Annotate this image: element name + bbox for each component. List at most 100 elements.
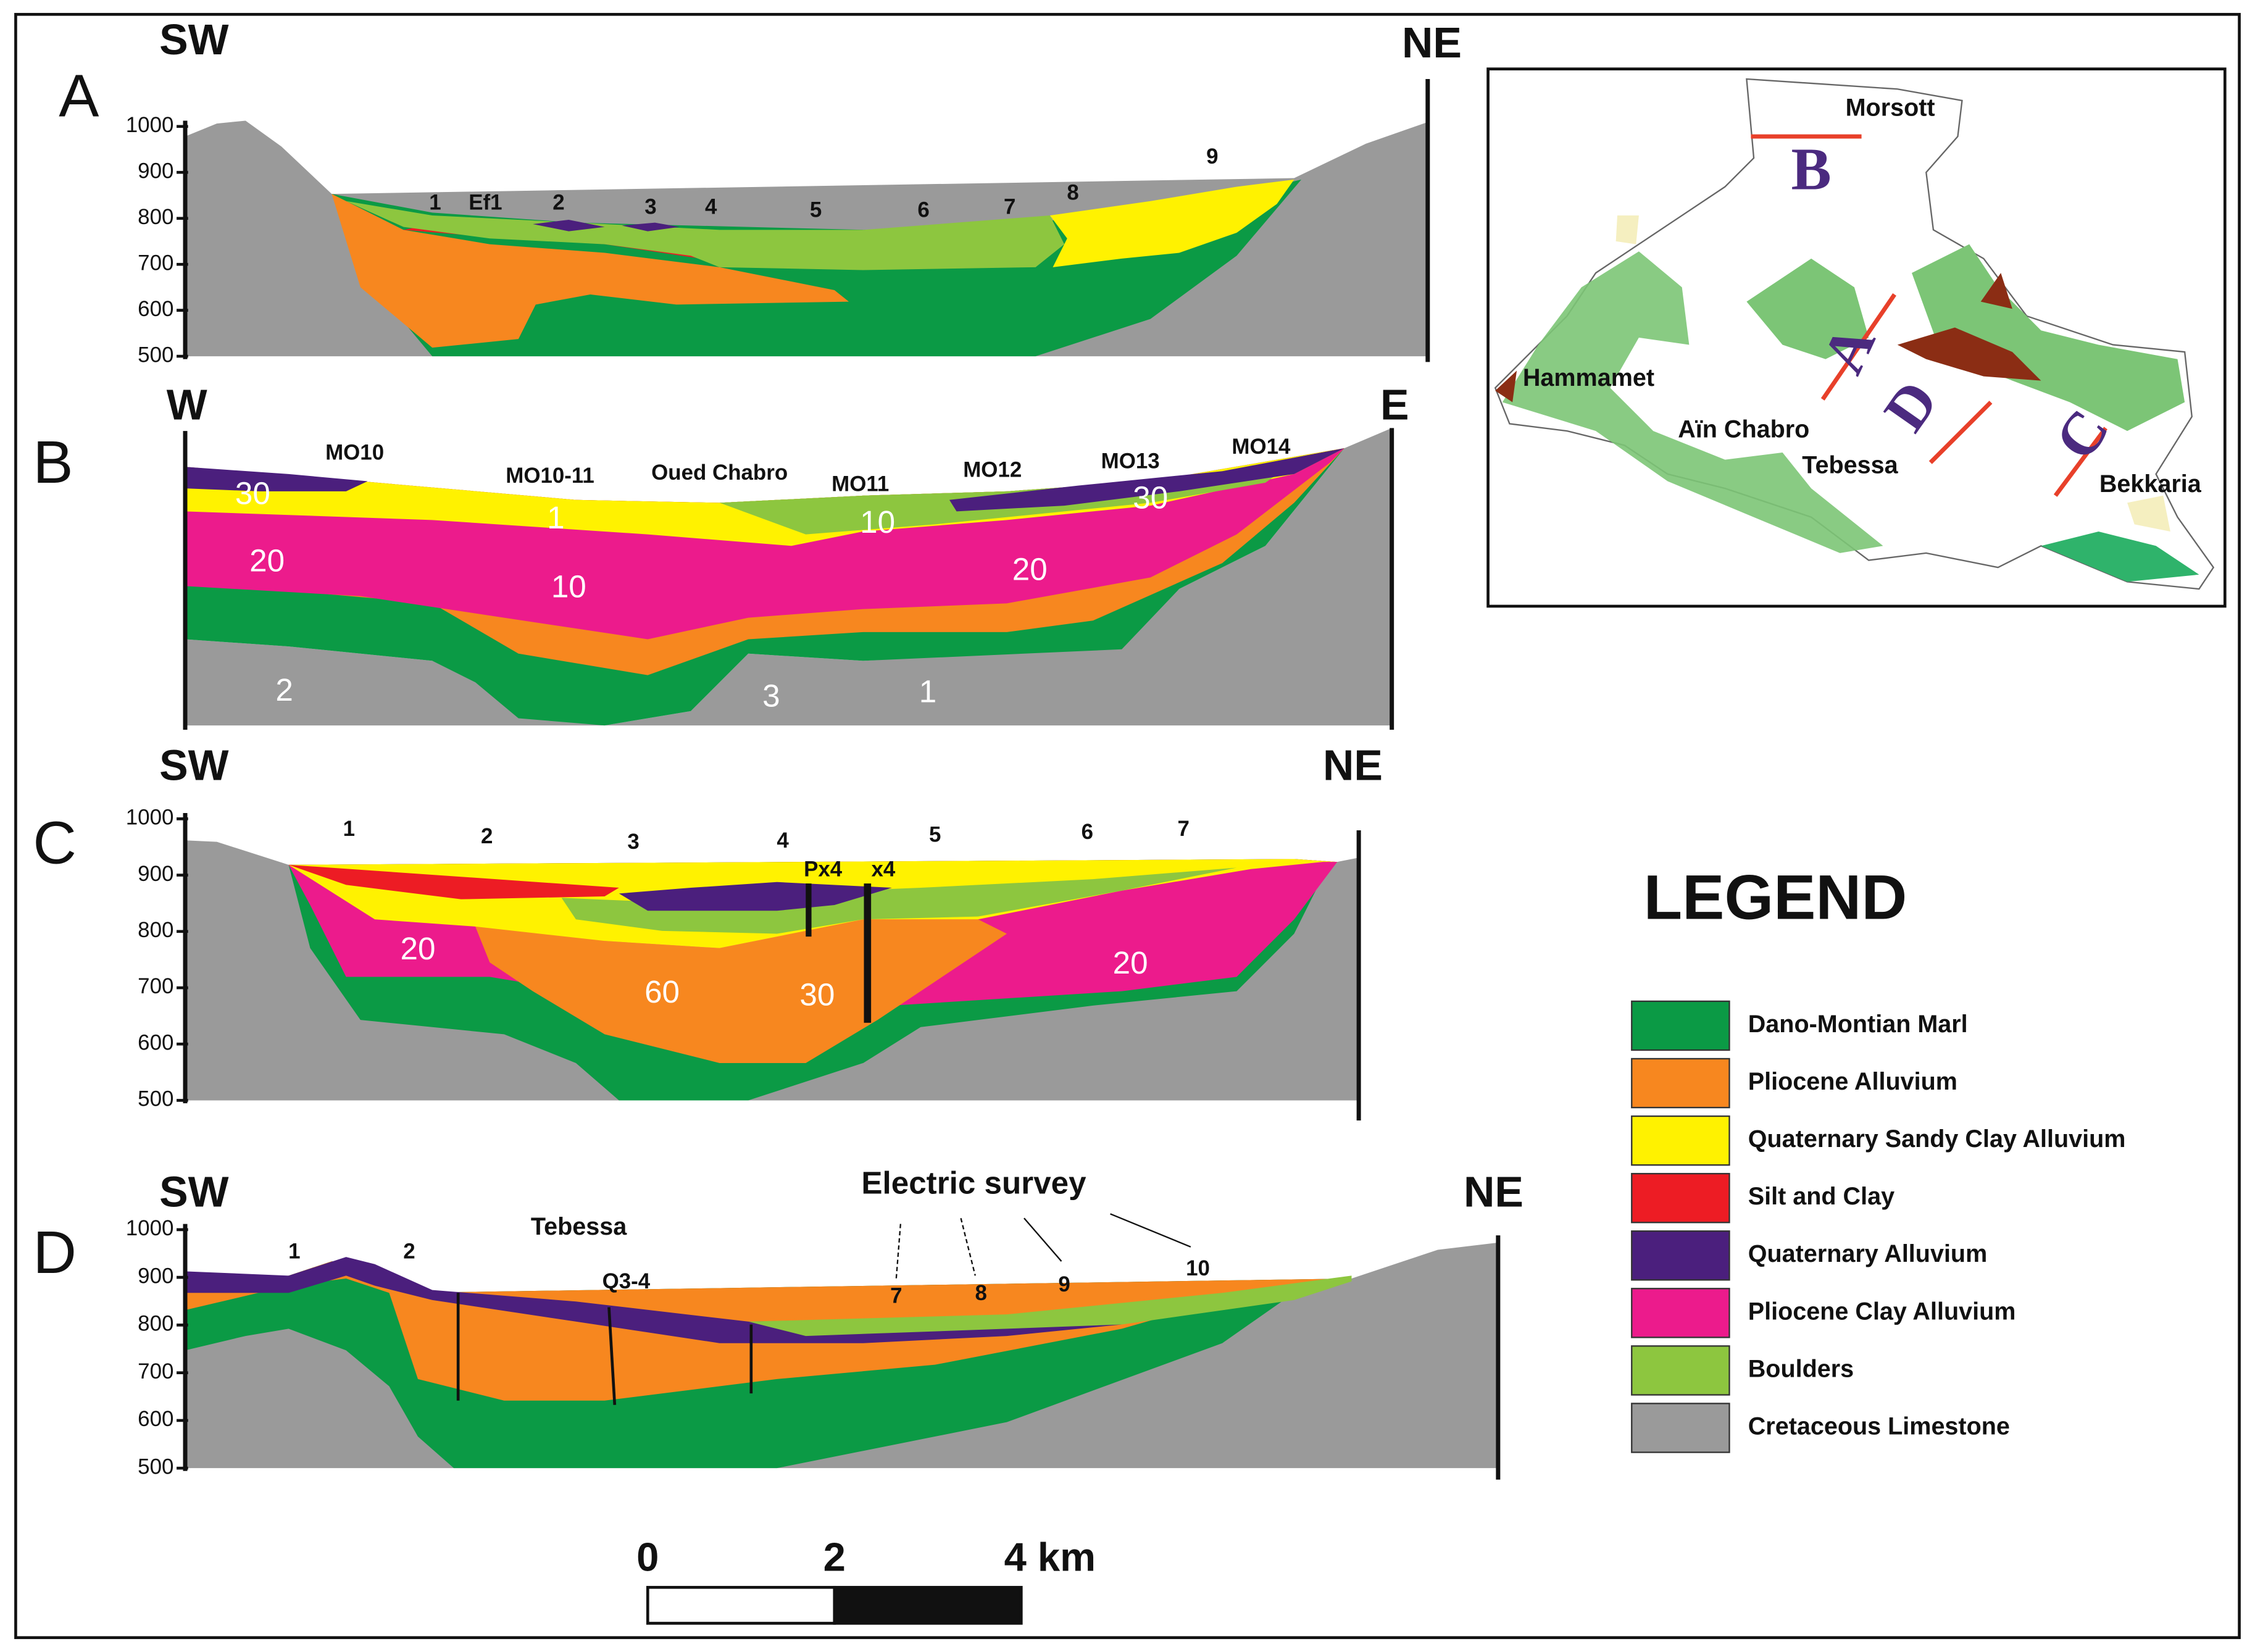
tick-label: 900	[138, 1264, 173, 1288]
point-label: 3	[627, 830, 639, 854]
section-label: B	[33, 428, 73, 496]
legend-label: Pliocene Clay Alluvium	[1748, 1298, 2016, 1325]
point-label: x4	[872, 857, 896, 881]
tick-label: 1000	[126, 806, 174, 830]
layer-value: 1	[547, 500, 564, 535]
direction-label: SW	[159, 741, 229, 789]
tick-label: 800	[138, 918, 173, 942]
legend-label: Dano-Montian Marl	[1748, 1011, 1968, 1038]
point-label: 1	[343, 817, 355, 841]
direction-label: SW	[159, 1167, 229, 1216]
layer-value: 10	[551, 569, 586, 604]
legend-swatch	[1631, 1000, 1730, 1051]
direction-label: NE	[1464, 1167, 1523, 1216]
tick-label: 900	[138, 862, 173, 886]
point-label: 2	[403, 1239, 415, 1263]
place-label: Tebessa	[1802, 452, 1898, 479]
layer-value: 3	[762, 678, 780, 713]
point-label: 5	[929, 823, 941, 847]
tick-label: 600	[138, 1030, 173, 1054]
point-label: MO10	[325, 441, 384, 465]
place-label: Morsott	[1846, 94, 1935, 121]
tick-label: 700	[138, 251, 173, 275]
point-label: 6	[1082, 820, 1093, 844]
legend-label: Quaternary Alluvium	[1748, 1240, 1988, 1267]
direction-label: W	[167, 380, 207, 428]
layer-value: 20	[1012, 552, 1048, 587]
tick-label: 800	[138, 1312, 173, 1336]
direction-label: SW	[159, 15, 229, 64]
section-label: C	[33, 809, 77, 877]
tick-label: 1000	[126, 113, 174, 137]
point-label: Q3-4	[602, 1269, 651, 1293]
legend-swatch	[1631, 1230, 1730, 1281]
layer-value: 20	[249, 543, 285, 578]
direction-label: NE	[1323, 741, 1383, 789]
legend: Dano-Montian Marl Pliocene Alluvium Quater…	[1631, 1000, 2126, 1453]
point-label: 7	[1004, 195, 1015, 219]
layer-value: 10	[860, 504, 895, 540]
layer-value: 20	[401, 931, 436, 966]
layer-value: 30	[1133, 480, 1168, 515]
tick-label: 1000	[126, 1216, 174, 1240]
point-label: MO10-11	[506, 464, 594, 488]
point-label: MO13	[1101, 449, 1160, 473]
point-label: Oued Chabro	[651, 461, 788, 485]
tick-label: 600	[138, 1407, 173, 1431]
point-label: MO14	[1232, 435, 1291, 459]
direction-label: NE	[1402, 19, 1462, 67]
legend-label: Quaternary Sandy Clay Alluvium	[1748, 1125, 2126, 1153]
tick-label: 900	[138, 159, 173, 183]
tick-label: 700	[138, 974, 173, 998]
section-d	[185, 1213, 1501, 1480]
survey-title: Electric survey	[861, 1165, 1086, 1200]
tick-label: 700	[138, 1359, 173, 1383]
point-label: 9	[1058, 1272, 1070, 1296]
scale-bar	[646, 1585, 1023, 1625]
layer-value: 20	[1113, 945, 1148, 980]
location-map	[1486, 67, 2227, 608]
legend-swatch	[1631, 1058, 1730, 1109]
scale-label: 4 km	[1004, 1534, 1096, 1579]
section-b	[183, 428, 1394, 730]
tick-label: 800	[138, 205, 173, 229]
section-c	[185, 830, 1361, 1121]
point-label: 3	[644, 195, 656, 219]
point-label: 6	[917, 198, 929, 222]
section-a	[185, 78, 1430, 362]
point-label: MO11	[832, 472, 889, 496]
depth-axes: 1000 900 800 700 600 500 1000 900 800 700 600 500 10…	[126, 113, 188, 1479]
legend-label: Cretaceous Limestone	[1748, 1412, 2010, 1440]
scale-label: 0	[636, 1534, 659, 1579]
tick-label: 500	[138, 1454, 173, 1479]
point-label: 9	[1206, 144, 1218, 169]
legend-label: Silt and Clay	[1748, 1183, 1894, 1210]
point-label: 8	[975, 1281, 986, 1305]
layer-value: 30	[235, 475, 270, 511]
section-label: D	[33, 1219, 77, 1286]
layer-value: 1	[919, 674, 936, 709]
legend-label: Pliocene Alluvium	[1748, 1068, 1957, 1095]
tick-label: 500	[138, 343, 173, 367]
section-label: A	[59, 62, 99, 130]
point-label: 1	[429, 191, 441, 215]
point-label: 4	[777, 828, 789, 853]
map-section-label: B	[1791, 136, 1832, 202]
legend-label: Boulders	[1748, 1355, 1854, 1382]
tick-label: 500	[138, 1087, 173, 1111]
point-label: 2	[552, 191, 564, 215]
point-label: 10	[1186, 1256, 1210, 1280]
point-label: 7	[1178, 817, 1190, 841]
layer-value: 60	[644, 974, 680, 1009]
point-label: Tebessa	[531, 1213, 627, 1240]
point-label: 8	[1067, 180, 1078, 204]
place-label: Aïn Chabro	[1678, 416, 1809, 443]
point-label: 4	[705, 195, 717, 219]
point-label: 1	[288, 1239, 300, 1263]
layer-value: 30	[799, 977, 835, 1012]
legend-swatch	[1631, 1115, 1730, 1166]
point-label: 7	[890, 1283, 902, 1308]
legend-title: LEGEND	[1644, 861, 1907, 932]
